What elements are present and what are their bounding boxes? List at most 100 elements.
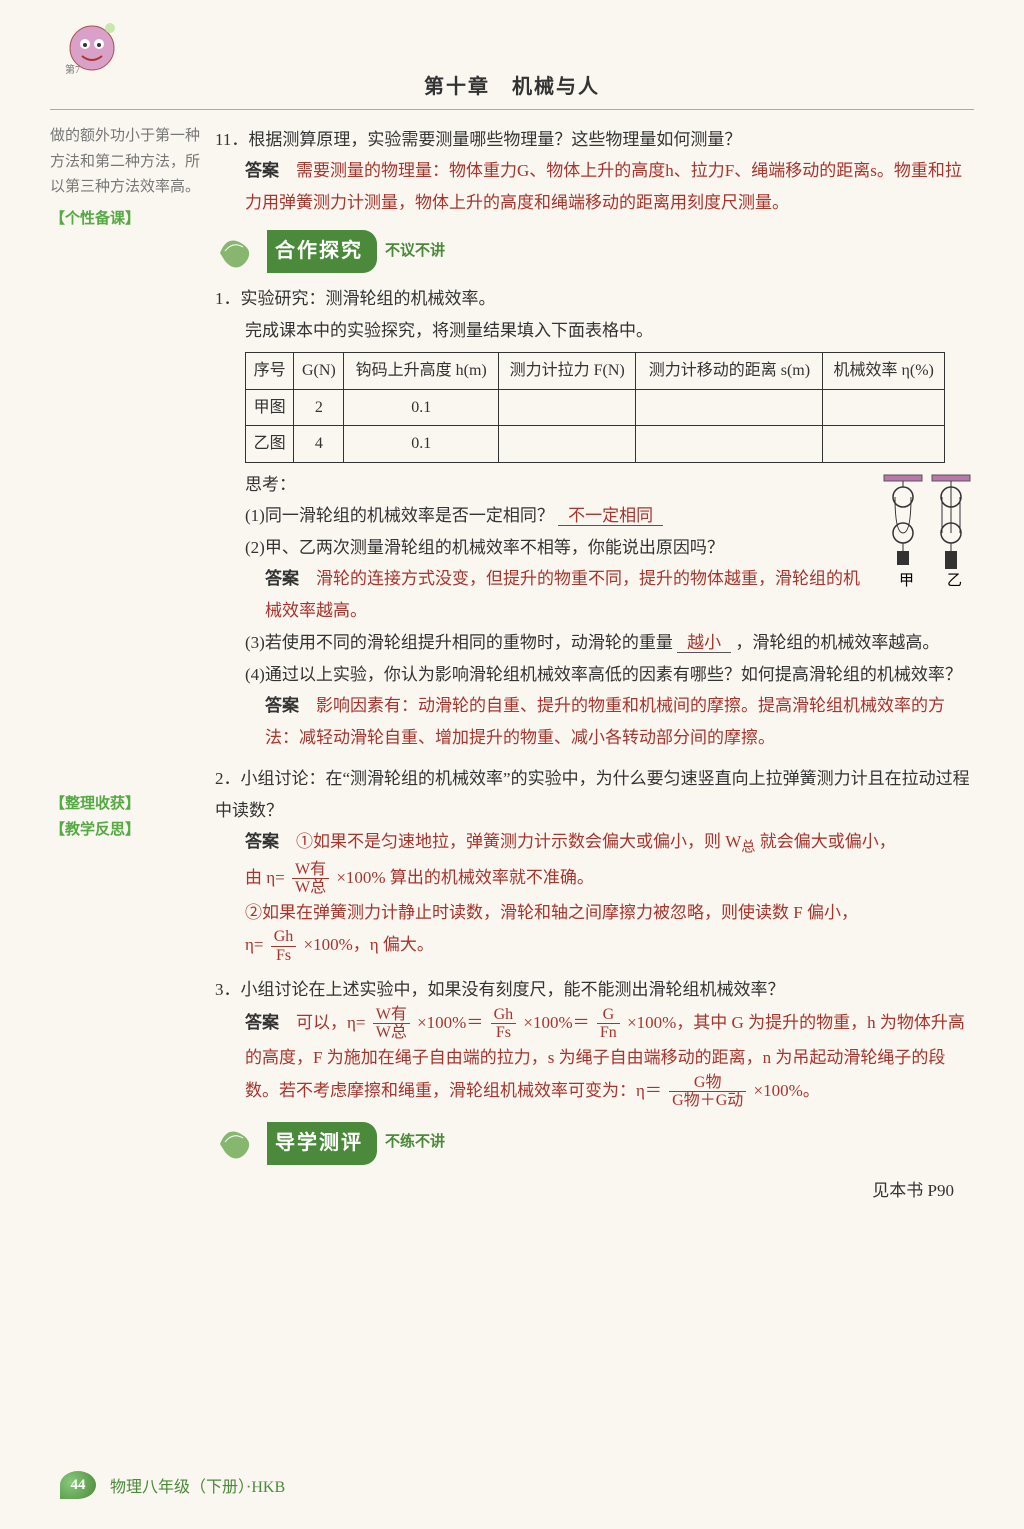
mascot-icon: 第7 xyxy=(62,18,122,78)
q3-answer: 答案 可以，η= W有W总 ×100%＝ GhFs ×100%＝ GFn ×10… xyxy=(215,1006,974,1110)
q3-m1: ×100%＝ xyxy=(417,1013,483,1032)
svg-text:第7: 第7 xyxy=(65,63,80,76)
banner-cooperate: 合作探究 不议不讲 xyxy=(215,230,974,273)
question-2: 2．小组讨论：在“测滑轮组的机械效率”的实验中，为什么要匀速竖直向上拉弹簧测力计… xyxy=(215,763,974,964)
think-label: 思考： xyxy=(215,469,974,500)
exp1-p4: (4)通过以上实验，你认为影响滑轮组机械效率高低的因素有哪些？如何提高滑轮组的机… xyxy=(215,659,974,690)
table-row: 乙图 4 0.1 xyxy=(246,426,945,463)
table-row: 甲图 2 0.1 xyxy=(246,389,945,426)
num: G xyxy=(597,1006,620,1025)
exp1-p4-answer: 答案 影响因素有：动滑轮的自重、提升的物重和机械间的摩擦。提高滑轮组机械效率的方… xyxy=(215,690,974,753)
answer-label: 答案 xyxy=(245,832,279,851)
banner1-title: 合作探究 xyxy=(267,230,377,273)
answer-label: 答案 xyxy=(245,1013,279,1032)
two-column-layout: 做的额外功小于第一种方法和第二种方法，所以第三种方法效率高。 【个性备课】 【整… xyxy=(50,124,974,1206)
td: 2 xyxy=(294,389,344,426)
th: 测力计拉力 F(N) xyxy=(499,353,636,390)
td xyxy=(636,389,823,426)
banner1-sub: 不议不讲 xyxy=(385,238,445,266)
divider xyxy=(50,109,974,110)
question-3: 3．小组讨论在上述实验中，如果没有刻度尺，能不能测出滑轮组机械效率？ 答案 可以… xyxy=(215,974,974,1109)
td xyxy=(499,389,636,426)
q11-answer: 答案 需要测量的物理量：物体重力G、物体上升的高度h、拉力F、绳端移动的距离s。… xyxy=(215,155,974,218)
side-label-1: 【个性备课】 xyxy=(50,207,205,233)
fraction: GFn xyxy=(597,1006,620,1042)
td xyxy=(636,426,823,463)
th: 序号 xyxy=(246,353,294,390)
th: 测力计移动的距离 s(m) xyxy=(636,353,823,390)
side-note: 做的额外功小于第一种方法和第二种方法，所以第三种方法效率高。 xyxy=(50,124,205,201)
p3b: ，滑轮组的机械效率越高。 xyxy=(735,633,939,652)
td: 0.1 xyxy=(344,426,499,463)
page-root: 第7 第十章 机械与人 做的额外功小于第一种方法和第二种方法，所以第三种方法效率… xyxy=(0,0,1024,1529)
data-table: 序号 G(N) 钩码上升高度 h(m) 测力计拉力 F(N) 测力计移动的距离 … xyxy=(245,352,945,463)
den: Fs xyxy=(271,947,297,965)
page-number: 44 xyxy=(60,1471,96,1499)
side-label-2: 【整理收获】 xyxy=(50,792,205,818)
svg-text:乙: 乙 xyxy=(947,573,962,589)
q11-ans-text: 需要测量的物理量：物体重力G、物体上升的高度h、拉力F、绳端移动的距离s。物重和… xyxy=(245,161,962,211)
q2-a1c: 由 η= xyxy=(245,868,285,887)
answer-label: 答案 xyxy=(245,161,279,180)
chapter-title: 第十章 机械与人 xyxy=(50,70,974,99)
exp1-sub: 完成课本中的实验探究，将测量结果填入下面表格中。 xyxy=(215,315,974,346)
exp1-stem: 1．实验研究：测滑轮组的机械效率。 xyxy=(215,283,974,314)
fraction: W有W总 xyxy=(373,1006,410,1042)
fraction: GhFs xyxy=(491,1006,517,1042)
answer-label: 答案 xyxy=(265,696,299,715)
answer-label: 答案 xyxy=(265,569,299,588)
fraction: W有W总 xyxy=(292,861,329,897)
table-header-row: 序号 G(N) 钩码上升高度 h(m) 测力计拉力 F(N) 测力计移动的距离 … xyxy=(246,353,945,390)
th: 机械效率 η(%) xyxy=(823,353,945,390)
th: 钩码上升高度 h(m) xyxy=(344,353,499,390)
den: Fn xyxy=(597,1024,620,1042)
exp1-p1: (1)同一滑轮组的机械效率是否一定相同？ 不一定相同 xyxy=(215,500,974,531)
td: 乙图 xyxy=(246,426,294,463)
p4-ans-text: 影响因素有：动滑轮的自重、提升的物重和机械间的摩擦。提高滑轮组机械效率的方法：减… xyxy=(265,696,945,746)
q2-a1a: ①如果不是匀速地拉，弹簧测力计示数会偏大或偏小，则 W xyxy=(296,832,741,851)
q3-a: 可以，η= xyxy=(296,1013,365,1032)
main-content: 11．根据测算原理，实验需要测量哪些物理量？这些物理量如何测量？ 答案 需要测量… xyxy=(215,124,974,1206)
q2-answer: 答案 ①如果不是匀速地拉，弹簧测力计示数会偏大或偏小，则 W总 就会偏大或偏小，… xyxy=(215,826,974,964)
fraction: GhFs xyxy=(271,928,297,964)
th: G(N) xyxy=(294,353,344,390)
td: 4 xyxy=(294,426,344,463)
den: G物＋G动 xyxy=(669,1092,746,1110)
q11-stem: 11．根据测算原理，实验需要测量哪些物理量？这些物理量如何测量？ xyxy=(215,124,974,155)
q3-m2: ×100%＝ xyxy=(523,1013,589,1032)
exp1-p3: (3)若使用不同的滑轮组提升相同的重物时，动滑轮的重量 越小 ，滑轮组的机械效率… xyxy=(215,627,974,658)
see-page-ref: 见本书 P90 xyxy=(215,1175,974,1206)
q2-stem: 2．小组讨论：在“测滑轮组的机械效率”的实验中，为什么要匀速竖直向上拉弹簧测力计… xyxy=(215,763,974,826)
side-label-3: 【教学反思】 xyxy=(50,818,205,844)
p1-text: (1)同一滑轮组的机械效率是否一定相同？ xyxy=(245,506,554,525)
experiment-1: 1．实验研究：测滑轮组的机械效率。 完成课本中的实验探究，将测量结果填入下面表格… xyxy=(215,283,974,753)
p1-blank: 不一定相同 xyxy=(558,506,663,526)
td: 甲图 xyxy=(246,389,294,426)
sidebar: 做的额外功小于第一种方法和第二种方法，所以第三种方法效率高。 【个性备课】 【整… xyxy=(50,124,215,1206)
fraction: G物G物＋G动 xyxy=(669,1074,746,1110)
td xyxy=(823,389,945,426)
swirl-icon xyxy=(215,1124,263,1162)
q2-sub: 总 xyxy=(741,839,755,855)
td xyxy=(499,426,636,463)
num: G物 xyxy=(669,1074,746,1093)
den: Fs xyxy=(491,1024,517,1042)
q2-a2a: ②如果在弹簧测力计静止时读数，滑轮和轴之间摩擦力被忽略，则使读数 F 偏小， xyxy=(245,903,858,922)
num: W有 xyxy=(373,1006,410,1025)
q2-a1b: 就会偏大或偏小， xyxy=(755,832,895,851)
td: 0.1 xyxy=(344,389,499,426)
footer-text: 物理八年级（下册）·HKB xyxy=(110,1473,285,1497)
q2-a2b: η= xyxy=(245,935,263,954)
num: Gh xyxy=(491,1006,517,1025)
den: W总 xyxy=(292,879,329,897)
q3-stem: 3．小组讨论在上述实验中，如果没有刻度尺，能不能测出滑轮组机械效率？ xyxy=(215,974,974,1005)
page-footer: 44 物理八年级（下册）·HKB xyxy=(60,1471,285,1499)
q3-e: ×100%。 xyxy=(754,1081,820,1100)
p3a: (3)若使用不同的滑轮组提升相同的重物时，动滑轮的重量 xyxy=(245,633,673,652)
exp1-p2: (2)甲、乙两次测量滑轮组的机械效率不相等，你能说出原因吗？ xyxy=(215,532,974,563)
den: W总 xyxy=(373,1024,410,1042)
banner2-title: 导学测评 xyxy=(267,1122,377,1165)
banner2-sub: 不练不讲 xyxy=(385,1129,445,1157)
pulley-figure: 甲 乙 xyxy=(879,473,974,623)
exp1-p2-answer: 答案 滑轮的连接方式没变，但提升的物重不同，提升的物体越重，滑轮组的机械效率越高… xyxy=(215,563,974,626)
